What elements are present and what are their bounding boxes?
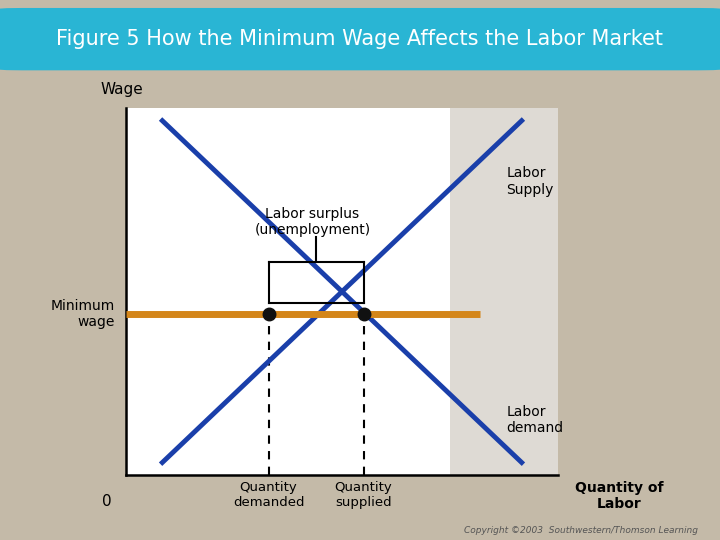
Bar (450, 108, 558, 475)
Text: Quantity
supplied: Quantity supplied (335, 481, 392, 509)
Text: Copyright ©2003  Southwestern/Thomson Learning: Copyright ©2003 Southwestern/Thomson Lea… (464, 525, 698, 535)
Text: Labor surplus
(unemployment): Labor surplus (unemployment) (254, 207, 371, 238)
Text: 0: 0 (102, 494, 112, 509)
FancyBboxPatch shape (0, 8, 720, 70)
Text: Figure 5 How the Minimum Wage Affects the Labor Market: Figure 5 How the Minimum Wage Affects th… (56, 29, 664, 49)
Text: Labor
Supply: Labor Supply (506, 166, 554, 197)
Text: Quantity
demanded: Quantity demanded (233, 481, 305, 509)
Text: Minimum
wage: Minimum wage (51, 299, 115, 329)
Text: Wage: Wage (100, 82, 143, 97)
Text: Labor
demand: Labor demand (506, 405, 563, 435)
Text: Quantity of
Labor: Quantity of Labor (575, 481, 663, 511)
